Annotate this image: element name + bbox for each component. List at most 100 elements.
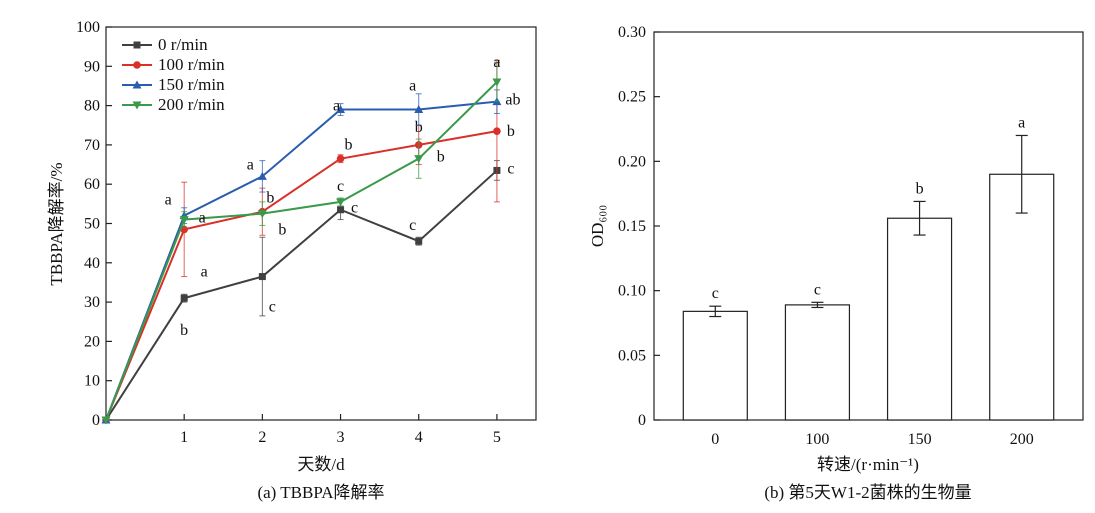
data-point (101, 416, 111, 425)
significance-label: a (333, 98, 340, 115)
legend-label: 0 r/min (158, 35, 208, 54)
x-axis-label-b: 转速/(r·min⁻¹) (817, 455, 919, 474)
data-point (132, 80, 142, 89)
significance-label: a (199, 210, 206, 227)
significance-label: c (507, 160, 514, 177)
y-tick-label-a: 60 (84, 176, 100, 193)
caption-b: (b) 第5天W1-2菌株的生物量 (764, 483, 971, 502)
axis-ticks-b: 0 0.05 0.10 0.15 0.20 0.25 0.30 0 100 150 200 (618, 24, 1034, 448)
x-tick-label-a: 2 (258, 429, 266, 446)
y-tick-label-b: 0.20 (618, 153, 646, 170)
significance-label: c (814, 281, 821, 298)
significance-label: c (351, 200, 358, 217)
y-tick-label-a: 10 (84, 373, 100, 390)
data-point (133, 61, 141, 69)
caption-a: (a) TBBPA降解率 (257, 483, 384, 502)
significance-label: b (507, 123, 515, 140)
series-line (105, 81, 498, 421)
data-point (133, 41, 141, 49)
significance-label: b (278, 222, 286, 239)
y-tick-label-b: 0.05 (618, 347, 646, 364)
data-point (492, 78, 502, 87)
significance-label: b (415, 119, 423, 136)
x-tick-label-a: 5 (493, 429, 501, 446)
y-axis-label-b-text: OD₆₀₀ (588, 205, 607, 247)
biomass-bar-chart: OD₆₀₀ 转速/(r·min⁻¹) (b) 第5天W1-2菌株的生物量 0 0.… (588, 24, 1084, 502)
x-tick-label-b: 200 (1010, 431, 1034, 448)
x-tick-label-b: 0 (711, 431, 719, 448)
x-tick-label-a: 4 (415, 429, 423, 446)
y-tick-label-a: 40 (84, 255, 100, 272)
y-tick-label-a: 70 (84, 137, 100, 154)
y-tick-label-a: 80 (84, 98, 100, 115)
y-tick-label-b: 0.25 (618, 89, 646, 106)
y-axis-label-b: OD₆₀₀ (588, 205, 607, 247)
significance-label: ab (505, 92, 520, 109)
significance-label: b (180, 322, 188, 339)
significance-label: c (409, 217, 416, 234)
y-tick-label-b: 0.10 (618, 283, 646, 300)
data-point (414, 105, 424, 114)
significance-label: b (266, 190, 274, 207)
y-tick-label-a: 20 (84, 333, 100, 350)
significance-label: a (247, 156, 254, 173)
significance-label: a (1018, 114, 1025, 131)
bar-group-b: c c b a (682, 114, 1055, 421)
data-point (415, 237, 423, 245)
significance-label: c (269, 299, 276, 316)
data-point (493, 127, 501, 135)
x-tick-label-a: 1 (180, 429, 188, 446)
significance-label: a (493, 54, 500, 71)
significance-label: c (712, 285, 719, 302)
data-point (179, 216, 189, 225)
legend-label: 150 r/min (158, 75, 225, 94)
y-tick-label-a: 90 (84, 58, 100, 75)
data-point (337, 206, 345, 214)
y-tick-label-a: 100 (76, 19, 100, 36)
x-tick-label-b: 150 (908, 431, 932, 448)
significance-label: b (916, 180, 924, 197)
y-tick-label-b: 0.30 (618, 24, 646, 41)
data-point (336, 154, 345, 163)
y-tick-label-a: 30 (84, 294, 100, 311)
bar (886, 217, 953, 421)
data-point (257, 171, 267, 180)
significance-label: b (437, 149, 445, 166)
data-point (336, 105, 346, 114)
x-tick-label-b: 100 (805, 431, 829, 448)
bar (682, 310, 748, 421)
data-point (132, 101, 142, 110)
y-tick-label-a: 50 (84, 216, 100, 233)
significance-label: a (201, 263, 208, 280)
significance-label: a (409, 78, 416, 95)
y-tick-label-b: 0.15 (618, 218, 646, 235)
series-line (105, 130, 498, 421)
series-line (105, 100, 498, 421)
significance-label: b (345, 137, 353, 154)
data-point (336, 198, 346, 207)
data-point (258, 273, 266, 281)
x-axis-label-a: 天数/d (297, 455, 345, 474)
legend-label: 200 r/min (158, 95, 225, 114)
significance-label: c (337, 178, 344, 195)
legend-label: 100 r/min (158, 55, 225, 74)
data-point (414, 155, 424, 164)
bar (784, 304, 851, 421)
y-axis-label-a: TBBPA降解率/% (47, 162, 66, 285)
x-tick-label-a: 3 (337, 429, 345, 446)
degradation-line-chart: TBBPA降解率/% 天数/d (a) TBBPA降解率 01020304050… (47, 19, 537, 502)
y-tick-label-b: 0 (638, 412, 646, 429)
significance-label: a (165, 192, 172, 209)
series-line (105, 169, 498, 421)
axis-ticks-a: 0 10 20 30 40 50 60 70 80 90 100 1 2 3 4 5 (76, 19, 501, 446)
bar (989, 173, 1055, 421)
data-point (180, 294, 188, 302)
y-tick-label-a: 0 (92, 412, 100, 429)
data-point (257, 210, 267, 219)
